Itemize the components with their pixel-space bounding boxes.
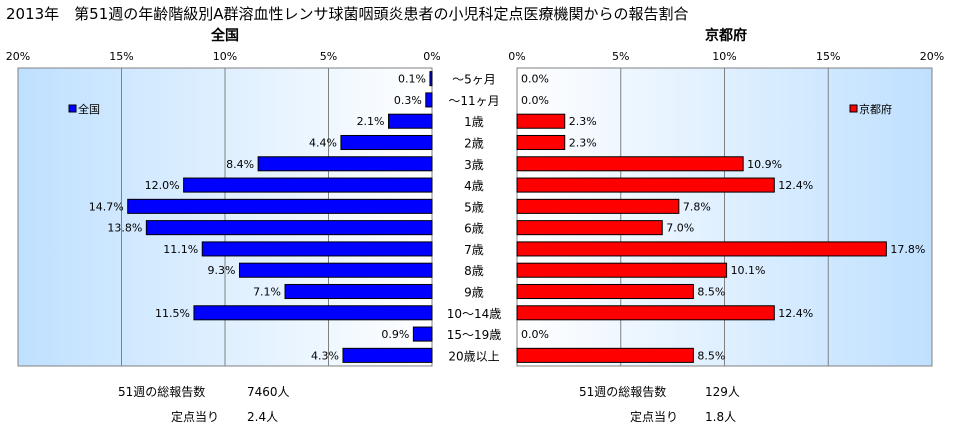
- kyoto-data-label: 7.0%: [666, 222, 694, 235]
- national-panel-title: 全国: [210, 27, 239, 44]
- national-data-label: 4.4%: [309, 137, 337, 150]
- category-label: 9歳: [464, 286, 484, 300]
- national-data-label: 11.5%: [155, 307, 190, 320]
- national-bar: [342, 347, 433, 363]
- national-bar: [127, 198, 433, 214]
- category-label: 1歳: [464, 115, 484, 129]
- national-bar: [340, 134, 433, 151]
- national-data-label: 7.1%: [253, 286, 281, 299]
- national-data-label: 11.1%: [163, 243, 198, 256]
- kyoto-bar: [516, 220, 663, 236]
- national-legend-label: 全国: [78, 102, 100, 116]
- kyoto-bar: [516, 283, 694, 300]
- national-tick-label: 20%: [6, 50, 30, 63]
- category-label: 6歳: [464, 222, 484, 236]
- national-data-label: 0.9%: [381, 328, 409, 341]
- national-bar: [425, 92, 433, 108]
- kyoto-data-label: 0.0%: [521, 73, 549, 86]
- kyoto-bar: [516, 347, 694, 363]
- kyoto-data-label: 7.8%: [683, 200, 711, 213]
- kyoto-tick-label: 15%: [816, 50, 840, 63]
- kyoto-bar: [516, 262, 728, 278]
- national-data-label: 0.1%: [398, 73, 426, 86]
- category-label: 15～19歳: [447, 328, 502, 342]
- national-total-label: 51週の総報告数: [118, 385, 206, 399]
- kyoto-tick-label: 5%: [612, 50, 629, 63]
- kyoto-data-label: 10.1%: [731, 264, 766, 277]
- kyoto-legend-swatch: [849, 104, 858, 113]
- kyoto-data-label: 2.3%: [569, 115, 597, 128]
- national-bar: [388, 113, 433, 129]
- kyoto-bar: [516, 134, 566, 151]
- national-per-site-label: 定点当り: [171, 410, 220, 424]
- national-bar: [201, 241, 433, 257]
- national-bar: [284, 283, 433, 300]
- category-label: 10～14歳: [447, 307, 502, 321]
- kyoto-per-site-value: 1.8人: [705, 410, 737, 424]
- kyoto-bar: [516, 198, 680, 214]
- kyoto-legend-label: 京都府: [859, 102, 892, 116]
- national-bar: [183, 177, 433, 193]
- category-label: 8歳: [464, 264, 484, 278]
- national-data-label: 8.4%: [226, 158, 254, 171]
- kyoto-data-label: 0.0%: [521, 94, 549, 107]
- category-label: 3歳: [464, 158, 484, 172]
- kyoto-data-label: 17.8%: [890, 243, 925, 256]
- kyoto-bar: [516, 156, 744, 172]
- chart-title: 2013年 第51週の年齢階級別A群溶血性レンサ球菌咽頭炎患者の小児科定点医療機…: [6, 5, 689, 23]
- category-label: 7歳: [464, 243, 484, 257]
- national-data-label: 13.8%: [107, 222, 142, 235]
- national-data-label: 4.3%: [311, 349, 339, 362]
- category-label: 4歳: [464, 179, 484, 193]
- kyoto-total-value: 129人: [705, 385, 740, 399]
- national-tick-label: 15%: [109, 50, 133, 63]
- kyoto-per-site-label: 定点当り: [630, 410, 679, 424]
- national-total-value: 7460人: [247, 385, 290, 399]
- national-data-label: 2.1%: [357, 115, 385, 128]
- category-label: 20歳以上: [448, 349, 499, 363]
- national-bar: [412, 326, 433, 342]
- kyoto-total-label: 51週の総報告数: [579, 385, 667, 399]
- national-bar: [238, 262, 433, 278]
- national-per-site-value: 2.4人: [247, 410, 279, 424]
- kyoto-data-label: 8.5%: [697, 286, 725, 299]
- national-data-label: 12.0%: [145, 179, 180, 192]
- kyoto-data-label: 12.4%: [778, 307, 813, 320]
- kyoto-tick-label: 20%: [920, 50, 944, 63]
- national-tick-label: 5%: [320, 50, 337, 63]
- kyoto-bar: [516, 177, 775, 193]
- national-data-label: 14.7%: [89, 200, 124, 213]
- category-label: ～11ヶ月: [448, 94, 499, 108]
- kyoto-tick-label: 0%: [508, 50, 525, 63]
- kyoto-tick-label: 10%: [712, 50, 736, 63]
- kyoto-data-label: 12.4%: [778, 179, 813, 192]
- category-label: 2歳: [464, 137, 484, 151]
- category-label: ～5ヶ月: [452, 73, 496, 87]
- national-tick-label: 0%: [423, 50, 440, 63]
- national-tick-label: 10%: [213, 50, 237, 63]
- kyoto-data-label: 8.5%: [697, 349, 725, 362]
- kyoto-data-label: 10.9%: [747, 158, 782, 171]
- national-bar: [193, 305, 433, 321]
- national-data-label: 0.3%: [394, 94, 422, 107]
- national-bar: [257, 156, 433, 172]
- national-legend-swatch: [68, 104, 77, 113]
- national-bar: [429, 71, 433, 87]
- kyoto-data-label: 0.0%: [521, 328, 549, 341]
- kyoto-data-label: 2.3%: [569, 137, 597, 150]
- kyoto-bar: [516, 241, 887, 257]
- kyoto-panel-title: 京都府: [705, 27, 747, 44]
- national-bar: [145, 220, 433, 236]
- national-data-label: 9.3%: [208, 264, 236, 277]
- category-label: 5歳: [464, 200, 484, 214]
- kyoto-bar: [516, 305, 775, 321]
- kyoto-bar: [516, 113, 566, 129]
